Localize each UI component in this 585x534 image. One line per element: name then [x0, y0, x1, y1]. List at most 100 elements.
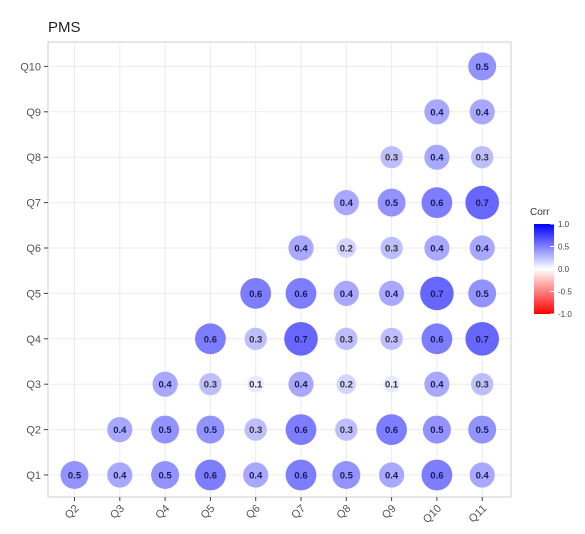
cell-value-label: 0.3 [385, 244, 398, 255]
corr-cell-Q4-Q6 [244, 327, 267, 350]
corr-cell-Q8-Q10 [424, 144, 450, 170]
corr-cell-Q3-Q4 [152, 371, 178, 397]
cell-value-label: 0.4 [340, 198, 354, 209]
cell-value-label: 0.2 [340, 380, 353, 391]
x-tick-label: Q11 [467, 503, 490, 526]
x-tick-label: Q8 [335, 503, 354, 522]
corr-cell-Q6-Q10 [424, 235, 450, 261]
x-axis-ticks: Q2 Q3 Q4 Q5 Q6 Q7 Q8 Q9 Q10 Q11 [63, 497, 490, 526]
cell-value-label: 0.6 [294, 289, 307, 300]
cell-value-label: 0.5 [476, 289, 490, 300]
corr-cell-Q2-Q5 [196, 415, 225, 444]
cell-value-label: 0.7 [476, 198, 489, 209]
corr-cell-Q6-Q9 [380, 236, 403, 260]
cell-value-label: 0.5 [204, 425, 218, 436]
corr-cell-Q1-Q2 [60, 461, 89, 489]
corr-cell-Q2-Q7 [285, 414, 317, 445]
y-tick-label: Q3 [26, 379, 41, 391]
cell-value-label: 0.5 [385, 198, 399, 209]
corr-cell-Q6-Q8 [336, 238, 357, 258]
legend-tick-label: 0.0 [558, 265, 570, 274]
legend-tick-label: -0.5 [558, 288, 572, 297]
cell-value-label: 0.4 [385, 471, 399, 482]
corr-cell-Q2-Q10 [422, 415, 451, 444]
cell-value-label: 0.6 [204, 334, 217, 345]
cell-value-label: 0.7 [476, 334, 489, 345]
corr-cell-Q6-Q7 [288, 235, 314, 261]
cell-value-label: 0.6 [385, 425, 398, 436]
cell-value-label: 0.3 [340, 425, 353, 436]
corr-cell-Q1-Q3 [107, 462, 133, 488]
cell-value-label: 0.1 [249, 380, 263, 391]
cell-value-label: 0.6 [430, 471, 443, 482]
legend-title: Corr [530, 207, 550, 218]
correlation-cells: 0.5 0.4 0.5 0.6 0.4 0.6 0.5 0.4 0.6 0.4 0.4 0.5 0.5 0… [60, 52, 500, 491]
corr-cell-Q3-Q7 [288, 371, 314, 397]
cell-value-label: 0.6 [430, 334, 443, 345]
corr-cell-Q4-Q5 [195, 323, 226, 355]
cell-value-label: 0.3 [249, 425, 262, 436]
corr-cell-Q1-Q5 [195, 459, 226, 491]
cell-value-label: 0.6 [430, 198, 443, 209]
cell-value-label: 0.1 [385, 380, 399, 391]
corr-cell-Q3-Q8 [336, 374, 357, 395]
corr-cell-Q5-Q9 [379, 280, 405, 306]
corr-cell-Q7-Q11 [465, 185, 500, 220]
corr-cell-Q1-Q10 [421, 459, 453, 491]
y-tick-label: Q9 [26, 107, 41, 119]
cell-value-label: 0.4 [430, 153, 444, 164]
corr-cell-Q2-Q11 [468, 415, 497, 444]
corr-cell-Q5-Q8 [333, 280, 359, 306]
cell-value-label: 0.3 [385, 153, 398, 164]
cell-value-label: 0.7 [294, 334, 307, 345]
corr-cell-Q3-Q9 [383, 375, 400, 393]
cell-value-label: 0.5 [340, 471, 354, 482]
x-tick-label: Q4 [153, 503, 172, 522]
chart-title: PMS [48, 19, 81, 36]
y-tick-label: Q8 [26, 152, 41, 164]
corr-cell-Q3-Q11 [471, 373, 494, 396]
cell-value-label: 0.4 [430, 107, 444, 118]
cell-value-label: 0.6 [294, 471, 307, 482]
corr-cell-Q2-Q6 [244, 418, 267, 441]
cell-value-label: 0.4 [430, 380, 444, 391]
cell-value-label: 0.4 [113, 471, 127, 482]
cell-value-label: 0.7 [430, 289, 443, 300]
corr-cell-Q1-Q6 [243, 462, 269, 488]
cell-value-label: 0.6 [204, 471, 217, 482]
cell-value-label: 0.6 [294, 425, 307, 436]
cell-value-label: 0.2 [340, 244, 353, 255]
y-axis-ticks: Q1 Q2 Q3 Q4 Q5 Q6 Q7 Q8 Q9 Q10 [20, 61, 48, 482]
cell-value-label: 0.3 [385, 334, 398, 345]
corr-cell-Q1-Q9 [379, 462, 405, 488]
x-tick-label: Q6 [244, 503, 263, 522]
x-tick-label: Q10 [421, 503, 444, 526]
corr-cell-Q5-Q6 [240, 278, 272, 309]
legend-tick-label: -1.0 [558, 310, 572, 319]
corr-cell-Q5-Q10 [420, 276, 454, 311]
y-tick-label: Q10 [20, 61, 41, 73]
cell-value-label: 0.4 [430, 244, 444, 255]
cell-value-label: 0.4 [113, 425, 127, 436]
corr-cell-Q8-Q11 [471, 146, 494, 169]
cell-value-label: 0.5 [430, 425, 444, 436]
corr-cell-Q1-Q4 [151, 461, 180, 489]
corr-cell-Q9-Q10 [424, 99, 450, 125]
corr-cell-Q2-Q4 [151, 415, 180, 444]
cell-value-label: 0.3 [340, 334, 353, 345]
y-tick-label: Q2 [26, 425, 41, 437]
corr-cell-Q1-Q7 [285, 459, 317, 491]
corr-cell-Q4-Q9 [380, 327, 403, 350]
corr-cell-Q8-Q9 [380, 146, 403, 169]
corr-cell-Q7-Q9 [377, 188, 406, 217]
corr-cell-Q7-Q10 [421, 187, 453, 219]
corr-cell-Q2-Q3 [107, 417, 133, 443]
corr-cell-Q10-Q11 [468, 52, 497, 81]
y-tick-label: Q5 [26, 288, 41, 300]
x-tick-label: Q2 [63, 503, 82, 522]
corr-cell-Q4-Q7 [284, 322, 318, 356]
cell-value-label: 0.5 [476, 425, 490, 436]
corr-cell-Q3-Q10 [424, 371, 450, 397]
x-tick-label: Q7 [289, 503, 308, 522]
